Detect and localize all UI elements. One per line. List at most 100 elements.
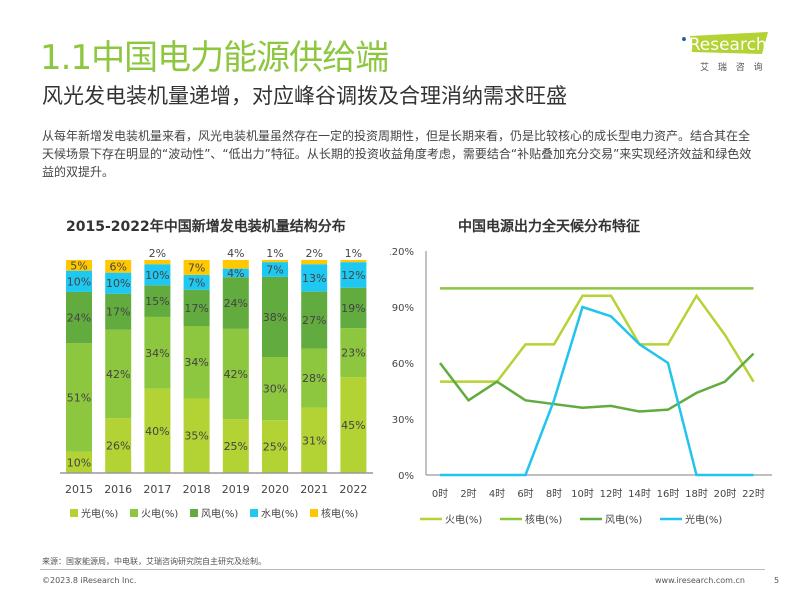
legend-label: 风电(%) [201, 507, 238, 520]
bar-data-label: 19% [341, 302, 365, 315]
line-chart: 0% 30% 60% 90% 120% 0时 2时 4时 6时 8时 10时 12时 14时 16时 18时… [390, 247, 772, 526]
x-tick-label: 6时 [517, 488, 533, 500]
bar-data-label: 10% [67, 456, 91, 469]
bar-data-label: 26% [106, 440, 130, 453]
bar-data-label: 30% [263, 383, 287, 396]
bar-data-label: 7% [266, 263, 283, 276]
bar-data-label: 42% [224, 368, 248, 381]
bar-segment [301, 348, 328, 408]
bar-segment [183, 289, 210, 327]
legend-label: 光电(%) [685, 513, 722, 526]
x-tick-label: 16时 [657, 488, 680, 500]
bar-segment [144, 316, 171, 389]
bar-data-label: 25% [224, 440, 248, 453]
bar-data-label: 51% [67, 391, 91, 404]
x-tick-label: 2时 [460, 488, 476, 500]
bar-data-label: 2% [305, 247, 322, 260]
bar-segment [340, 287, 367, 329]
iresearch-logo: iResearch 艾 瑞 咨 询 [680, 28, 780, 78]
bar-segment [262, 262, 288, 277]
bar-data-label: 4% [227, 267, 244, 280]
bar-segment [105, 260, 132, 273]
legend-label: 核电(%) [525, 513, 562, 526]
bar-data-label: 31% [302, 434, 326, 447]
x-tick-label: 10时 [571, 488, 594, 500]
bar-data-label: 7% [188, 261, 205, 274]
y-tick-label: 0% [398, 471, 414, 482]
bar-data-label: 10% [67, 275, 91, 288]
footer-divider [40, 569, 765, 570]
bar-segment [262, 276, 288, 358]
bar-segment [301, 264, 328, 292]
x-tick-label: 22时 [742, 488, 765, 500]
bar-segment [144, 285, 171, 317]
bar-data-label: 34% [184, 356, 208, 369]
svg-text:iResearch: iResearch [684, 35, 767, 55]
bar-data-label: 24% [224, 297, 248, 310]
bar-segment [66, 260, 92, 271]
bar-segment [222, 268, 249, 278]
x-tick-label: 2020 [261, 483, 289, 496]
source-note: 来源：国家能源局，中电联，艾瑞咨询研究院自主研究及绘制。 [42, 557, 266, 566]
bar-segment [66, 343, 92, 452]
bar-segment [301, 260, 328, 265]
line-chart-title: 中国电源出力全天候分布特征 [458, 219, 640, 235]
bar-data-label: 6% [109, 260, 126, 273]
bar-segment [262, 357, 288, 421]
bar-segment [66, 291, 92, 344]
bar-segment [144, 260, 171, 265]
bar-segment [105, 418, 132, 473]
bar-data-label: 13% [302, 272, 326, 285]
bar-data-label: 17% [184, 302, 208, 315]
website-url: www.iresearch.com.cn [655, 576, 745, 585]
series-line [440, 293, 755, 383]
legend-swatch [190, 509, 198, 517]
bar-data-label: 1% [345, 247, 362, 260]
bar-data-label: 10% [145, 269, 169, 282]
svg-text:艾 瑞 咨 询: 艾 瑞 咨 询 [700, 61, 766, 73]
legend-label: 水电(%) [261, 507, 298, 520]
bar-data-label: 45% [341, 419, 365, 432]
bar-data-label: 38% [263, 311, 287, 324]
page-subtitle: 风光发电装机量递增，对应峰谷调拨及合理消纳需求旺盛 [42, 84, 567, 108]
bar-data-label: 40% [145, 425, 169, 438]
x-tick-label: 18时 [685, 488, 708, 500]
x-tick-label: 4时 [489, 488, 505, 500]
x-tick-label: 2017 [143, 483, 171, 496]
legend-label: 火电(%) [141, 507, 178, 520]
legend-label: 光电(%) [81, 507, 118, 520]
bar-segment [183, 260, 210, 275]
bar-data-label: 28% [302, 372, 326, 385]
x-tick-label: 2015 [65, 483, 93, 496]
bar-segment [301, 291, 328, 349]
bar-segment [183, 398, 210, 473]
legend-label: 核电(%) [321, 507, 358, 520]
y-tick-label: 30% [392, 415, 414, 426]
x-tick-label: 2021 [300, 483, 328, 496]
bar-data-label: 12% [341, 269, 365, 282]
bar-segment [340, 260, 367, 263]
bar-data-label: 2% [149, 247, 166, 260]
bar-data-label: 42% [106, 368, 130, 381]
bar-segment [340, 262, 367, 288]
bar-segment [262, 260, 288, 263]
legend-swatch [310, 509, 318, 517]
bar-segment [183, 274, 210, 290]
legend-label: 火电(%) [445, 513, 482, 526]
page-number: 5 [774, 576, 780, 585]
bar-segment [222, 277, 249, 329]
bar-segment [222, 260, 249, 269]
legend-label: 风电(%) [605, 513, 642, 526]
x-tick-label: 2016 [104, 483, 132, 496]
bar-segment [144, 388, 171, 473]
bar-data-label: 27% [302, 314, 326, 327]
x-tick-label: 14时 [628, 488, 651, 500]
bar-segment [262, 420, 288, 473]
x-tick-label: 20时 [714, 488, 737, 500]
bar-data-label: 35% [184, 430, 208, 443]
x-tick-label: 0时 [432, 488, 448, 500]
series-line [439, 352, 755, 413]
bar-data-label: 5% [70, 259, 87, 272]
bar-chart-title: 2015-2022年中国新增发电装机量结构分布 [66, 219, 346, 235]
x-tick-label: 12时 [600, 488, 623, 500]
